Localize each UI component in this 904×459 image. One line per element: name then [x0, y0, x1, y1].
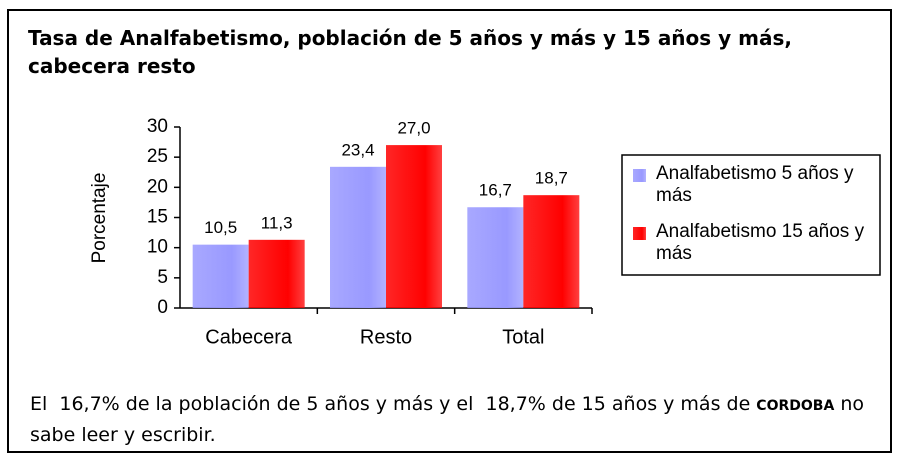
y-tick-label: 20 [147, 176, 168, 197]
bar [523, 195, 580, 308]
value-label: 16,7 [479, 181, 512, 200]
y-tick-label: 15 [147, 207, 168, 228]
y-tick-label: 30 [147, 116, 168, 137]
legend-label: Analfabetismo 5 años y más [656, 163, 854, 206]
legend-swatch [633, 169, 646, 182]
bar [330, 166, 386, 308]
caption-text: no sabe leer y escribir. [30, 393, 871, 446]
value-label: 10,5 [204, 218, 237, 237]
frame [7, 9, 892, 453]
caption-place: CORDOBA [756, 398, 835, 414]
chart-title: Tasa de Analfabetismo, población de 5 añ… [28, 26, 792, 78]
caption-text: El 16,7% de la población de 5 años y más… [30, 393, 757, 415]
value-label: 18,7 [535, 169, 568, 188]
bar [192, 244, 249, 308]
y-tick-label: 5 [157, 267, 168, 288]
x-tick-label: Resto [360, 326, 412, 348]
bar [386, 145, 442, 308]
caption: El 16,7% de la población de 5 años y más… [30, 390, 880, 450]
bar [248, 239, 305, 308]
x-tick-label: Cabecera [205, 326, 293, 348]
legend-box [621, 154, 881, 276]
bar [467, 207, 524, 308]
y-axis-label: Porcentaje [89, 173, 110, 264]
legend-item: Analfabetismo 5 años y más [656, 163, 854, 206]
legend-label: Analfabetismo 15 años y más [656, 221, 865, 264]
value-label: 11,3 [261, 213, 293, 232]
y-tick-label: 10 [147, 237, 168, 258]
y-tick-label: 25 [147, 146, 168, 167]
y-tick-label: 0 [157, 297, 168, 318]
legend-swatch [633, 227, 646, 240]
value-label: 23,4 [341, 140, 374, 159]
x-tick-label: Total [502, 326, 544, 348]
legend-item: Analfabetismo 15 años y más [656, 221, 865, 264]
value-label: 27,0 [397, 119, 430, 138]
